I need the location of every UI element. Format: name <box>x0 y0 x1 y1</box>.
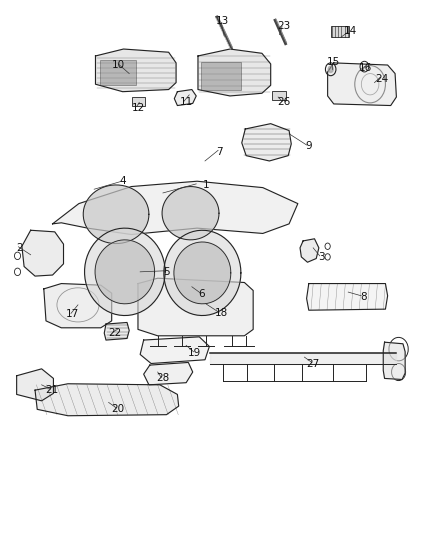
Text: 12: 12 <box>131 103 145 112</box>
Polygon shape <box>242 124 291 161</box>
Polygon shape <box>174 90 196 106</box>
Text: 16: 16 <box>359 63 372 73</box>
Text: 15: 15 <box>327 58 340 67</box>
Polygon shape <box>83 185 149 244</box>
Text: 28: 28 <box>156 374 170 383</box>
Text: 9: 9 <box>305 141 312 151</box>
Bar <box>100 60 136 85</box>
Text: 23: 23 <box>277 21 290 30</box>
Polygon shape <box>174 242 231 304</box>
Polygon shape <box>22 230 64 276</box>
Polygon shape <box>198 49 271 96</box>
Text: 17: 17 <box>66 310 79 319</box>
Polygon shape <box>162 187 219 240</box>
Text: 3: 3 <box>318 252 325 262</box>
Bar <box>331 26 349 37</box>
Polygon shape <box>300 239 319 262</box>
Text: 8: 8 <box>360 292 367 302</box>
Polygon shape <box>383 342 405 379</box>
Text: 10: 10 <box>112 60 125 70</box>
Text: 11: 11 <box>180 98 193 107</box>
Text: 2: 2 <box>16 243 23 253</box>
Polygon shape <box>95 49 176 92</box>
Text: 19: 19 <box>188 348 201 358</box>
Text: 14: 14 <box>344 26 357 36</box>
Text: 18: 18 <box>215 309 228 318</box>
Polygon shape <box>53 181 298 235</box>
Text: 6: 6 <box>198 289 205 299</box>
Circle shape <box>328 66 333 72</box>
Polygon shape <box>85 228 165 316</box>
Polygon shape <box>95 240 155 304</box>
Text: 24: 24 <box>375 74 389 84</box>
Polygon shape <box>35 384 179 416</box>
Polygon shape <box>140 337 209 364</box>
Text: 20: 20 <box>111 404 124 414</box>
Polygon shape <box>104 322 129 340</box>
Polygon shape <box>138 278 253 336</box>
Text: 1: 1 <box>202 180 209 190</box>
Text: 5: 5 <box>163 267 170 277</box>
Text: 26: 26 <box>277 98 290 107</box>
Text: 22: 22 <box>108 328 121 338</box>
Bar <box>132 97 145 106</box>
Bar <box>272 91 286 100</box>
Polygon shape <box>164 230 241 316</box>
Text: 13: 13 <box>216 17 229 26</box>
Text: 7: 7 <box>215 147 223 157</box>
Polygon shape <box>17 369 53 401</box>
Polygon shape <box>328 63 396 106</box>
Text: 21: 21 <box>45 385 58 395</box>
Text: 27: 27 <box>307 359 320 368</box>
Bar <box>201 62 241 90</box>
Text: 4: 4 <box>119 176 126 186</box>
Polygon shape <box>307 284 388 310</box>
Polygon shape <box>144 362 193 385</box>
Polygon shape <box>44 284 112 328</box>
